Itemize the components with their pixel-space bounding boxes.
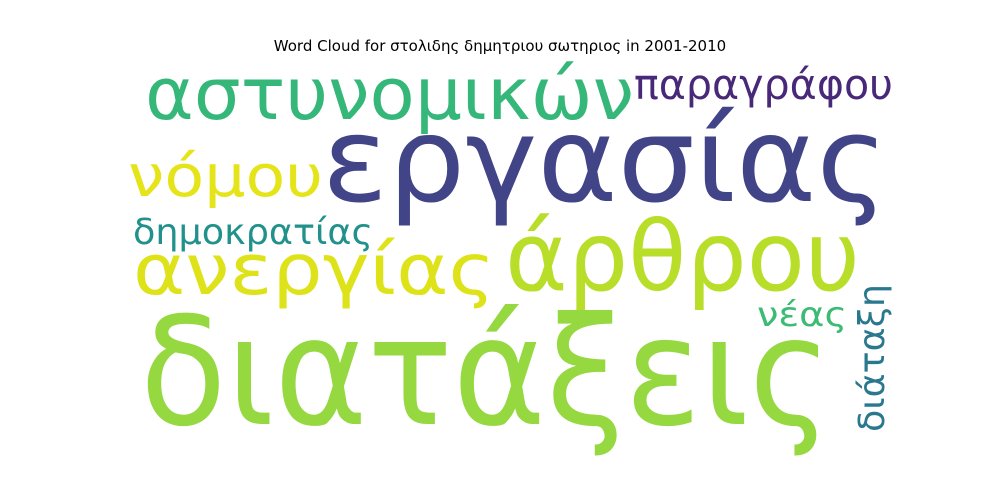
word-5: αστυνομικών: [145, 52, 634, 136]
word-9: νέας: [757, 295, 847, 335]
word-3: άρθρου: [505, 201, 860, 313]
word-6: νόμου: [128, 142, 323, 210]
word-7: παραγράφου: [634, 60, 893, 109]
word-2: εργασίας: [322, 91, 888, 229]
word-8: δημοκρατίας: [133, 212, 373, 253]
chart-title: Word Cloud for στολιδης δημητριου σωτηρι…: [273, 37, 727, 55]
word-4: ανεργίας: [133, 229, 495, 311]
word-10: διάταξη: [852, 284, 893, 432]
word-1: διατάξεις: [140, 286, 832, 460]
